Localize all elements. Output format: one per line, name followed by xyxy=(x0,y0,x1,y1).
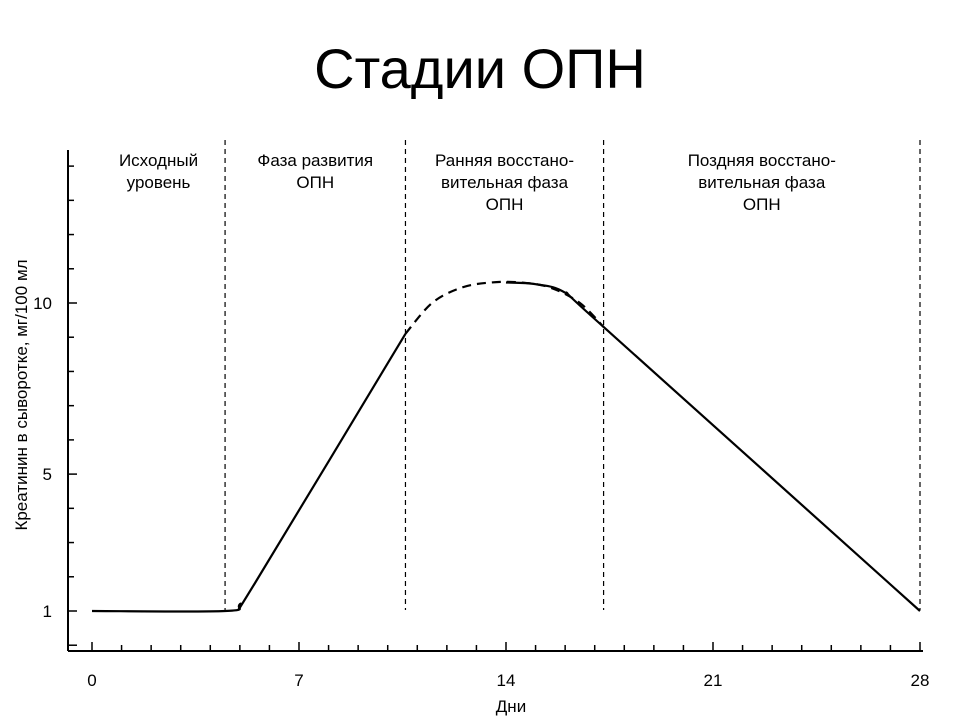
phase-label-line: вительная фаза xyxy=(441,173,569,192)
x-tick-label: 0 xyxy=(87,671,96,690)
data-series xyxy=(91,280,921,613)
phase-label: Поздняя восстано-вительная фаза ОПН xyxy=(688,151,836,214)
phase-boundaries xyxy=(224,140,921,610)
y-tick-label: 1 xyxy=(43,602,52,621)
series-line-dashed xyxy=(404,280,605,335)
x-tick-label: 28 xyxy=(911,671,930,690)
tick-labels: 0 7 14 21 28 1 5 10 xyxy=(33,294,929,690)
phase-label-line: ОПН xyxy=(743,195,781,214)
phase-label-line: уровень xyxy=(127,173,191,192)
chart-axes xyxy=(67,150,923,652)
x-tick-label: 7 xyxy=(294,671,303,690)
x-tick-label: 21 xyxy=(704,671,723,690)
y-axis-title: Креатинин в сыворотке, мг/100 мл xyxy=(12,259,31,530)
phase-label: Ранняя восстано-вительная фаза ОПН xyxy=(435,151,574,214)
slide-title: Стадии ОПН xyxy=(314,37,646,100)
y-tick-label: 5 xyxy=(43,465,52,484)
x-tick-label: 14 xyxy=(497,671,516,690)
phase-label-line: Ранняя восстано- xyxy=(435,151,574,170)
phase-label-line: Фаза развития xyxy=(257,151,373,170)
phase-label: Исходный уровень xyxy=(119,151,198,192)
phase-label-line: ОПН xyxy=(486,195,524,214)
phase-label-line: Исходный xyxy=(119,151,198,170)
series-line-solid xyxy=(505,281,921,612)
phase-label-line: ОПН xyxy=(296,173,334,192)
phase-label-line: Поздняя восстано- xyxy=(688,151,836,170)
x-axis-title: Дни xyxy=(496,697,526,716)
phase-label-line: вительная фаза xyxy=(698,173,826,192)
phase-label: Фаза развития ОПН xyxy=(257,151,373,192)
series-line-solid xyxy=(91,333,407,613)
y-tick-label: 10 xyxy=(33,294,52,313)
